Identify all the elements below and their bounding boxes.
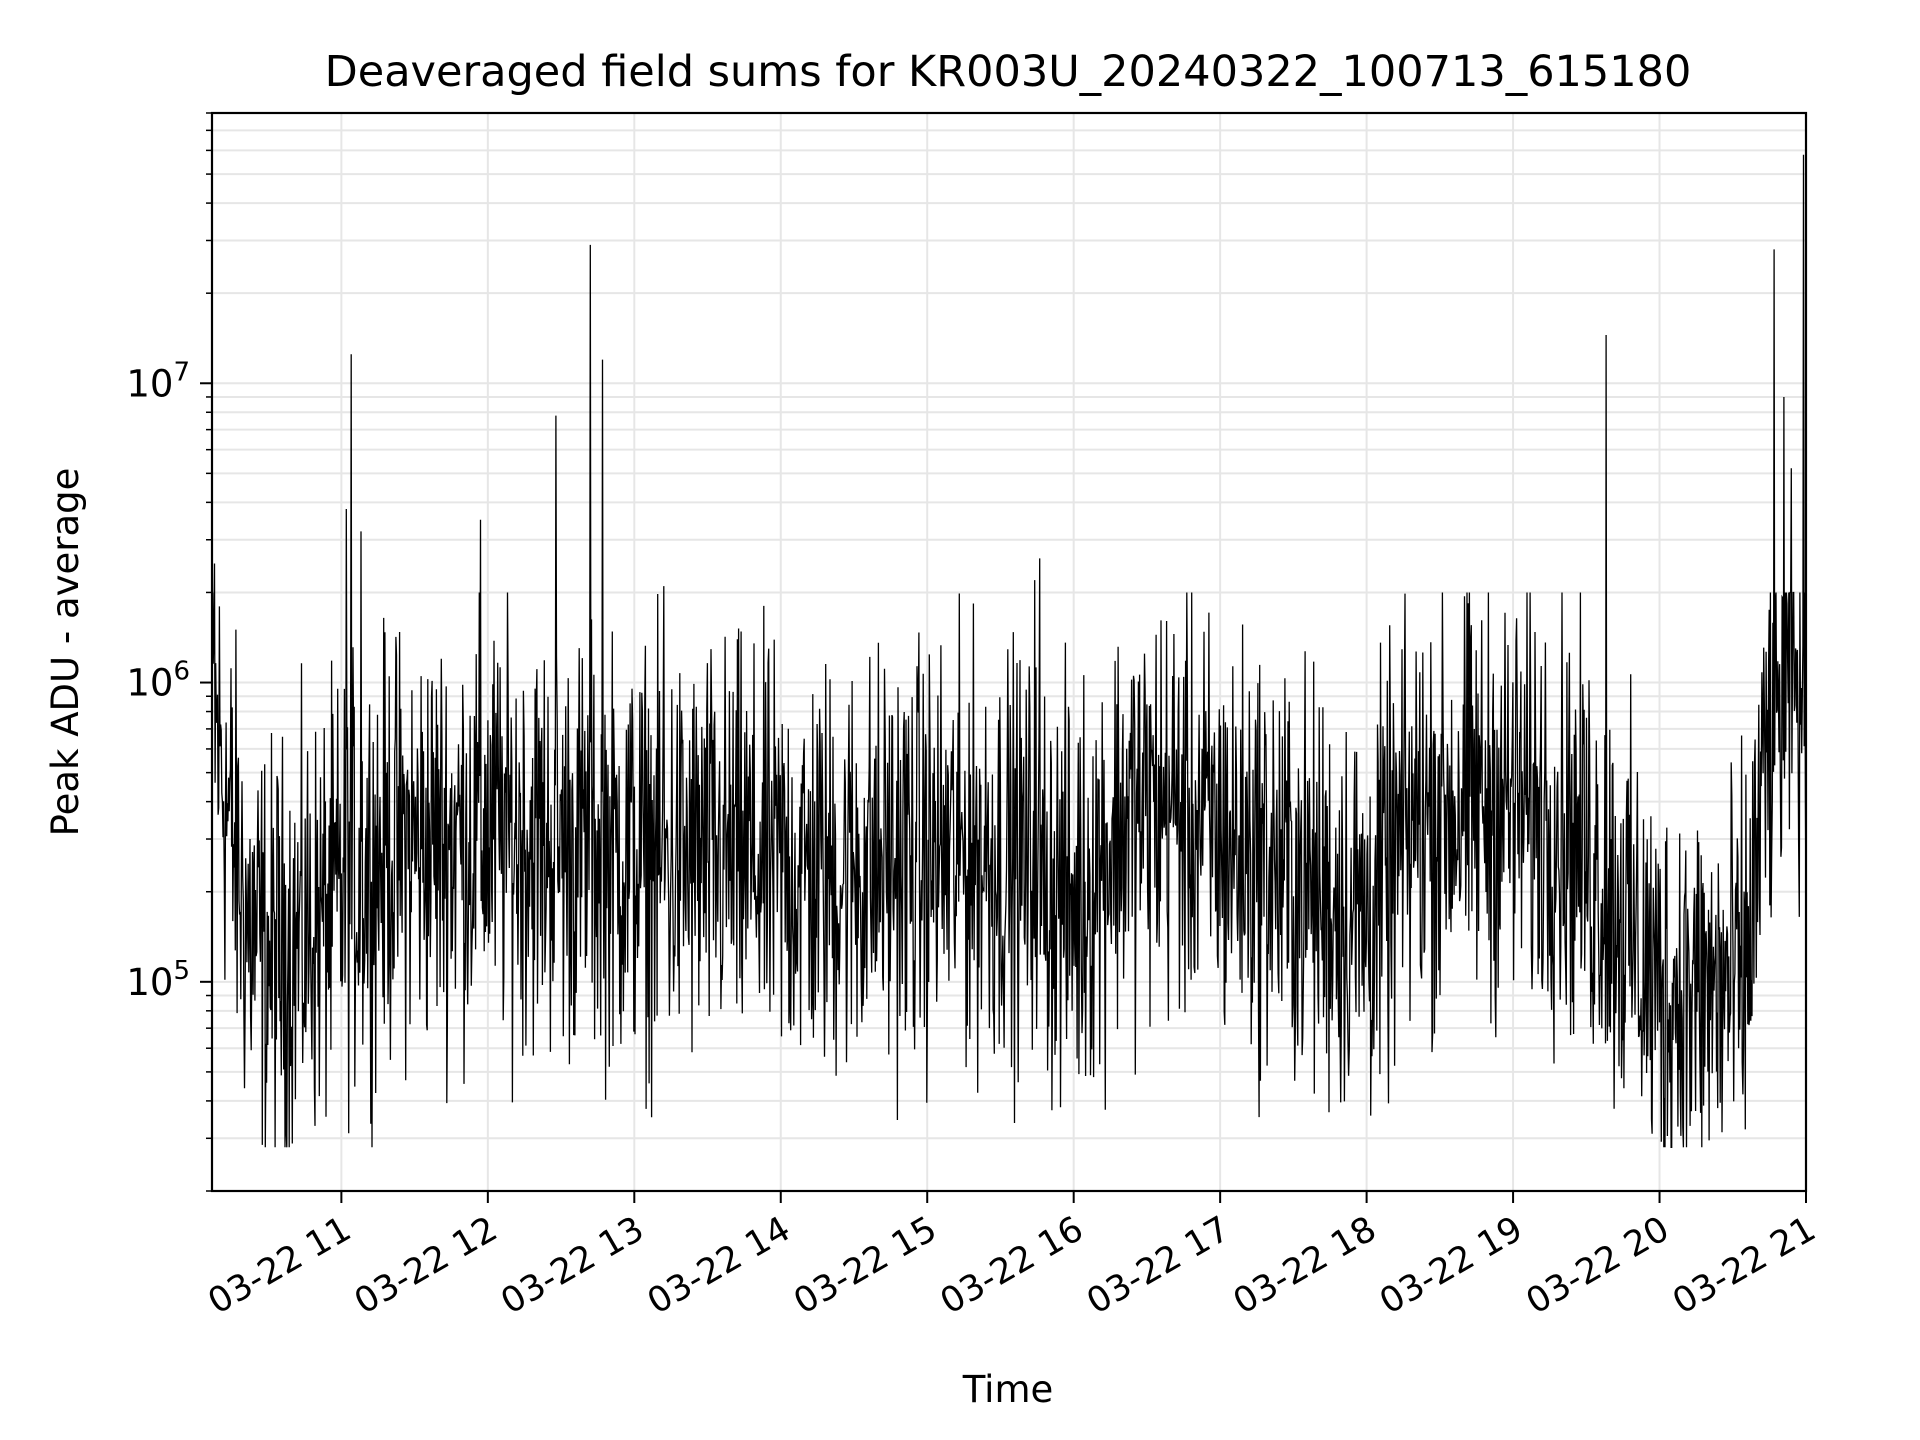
chart-title: Deaveraged field sums for KR003U_2024032… (325, 47, 1692, 97)
series-line (212, 154, 1806, 1148)
y-tick-label: 105 (126, 956, 190, 1004)
y-axis-label: Peak ADU - average (44, 468, 87, 837)
series-group (212, 154, 1806, 1148)
y-tick-label: 106 (126, 657, 190, 705)
plot-frame (210, 111, 1808, 1193)
y-tick-label: 107 (126, 357, 190, 405)
y-axis: 105 106 107 (126, 112, 212, 1192)
x-axis-label: Time (962, 1368, 1054, 1411)
